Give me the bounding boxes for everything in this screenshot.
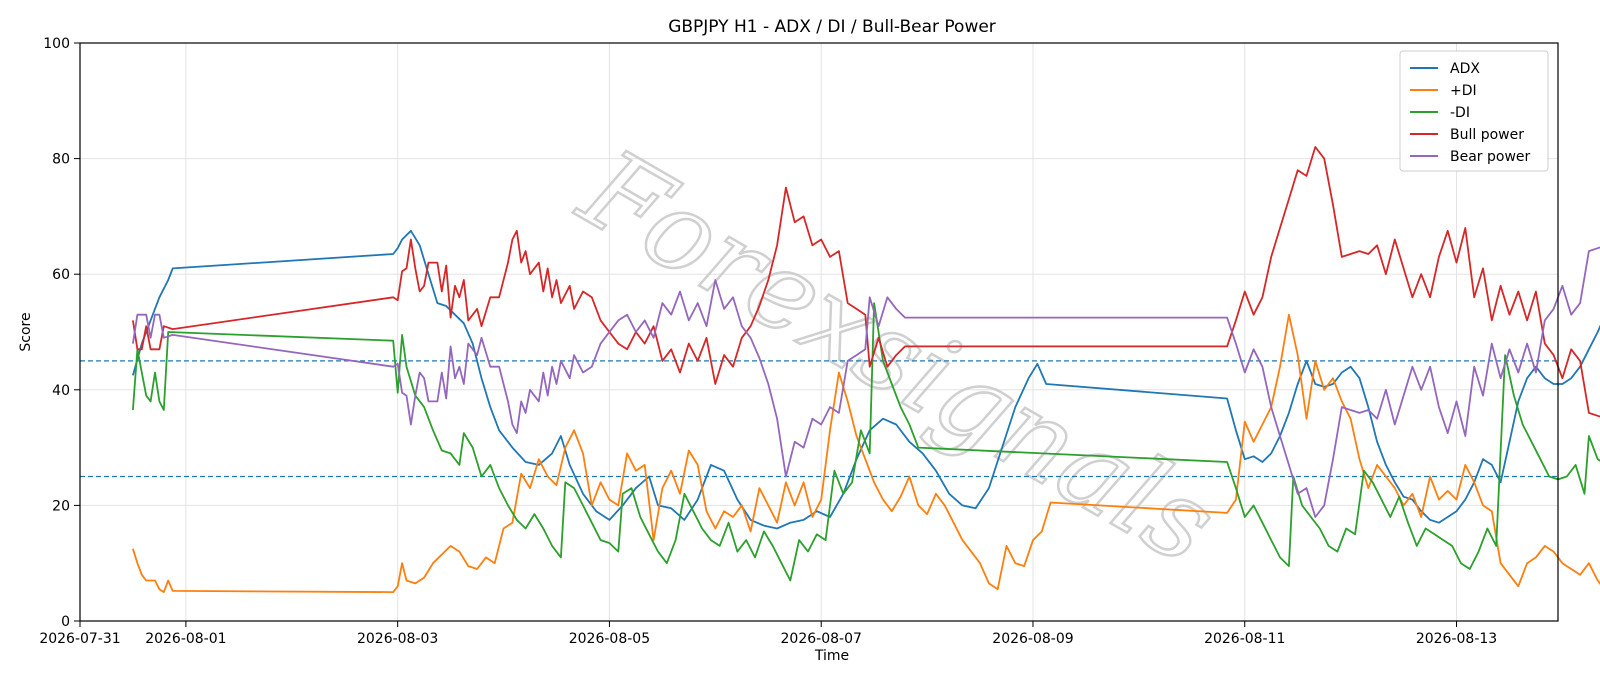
x-axis-label: Time bbox=[814, 648, 849, 664]
series-line-di bbox=[132, 302, 1600, 582]
legend-label: ADX bbox=[1450, 61, 1480, 77]
legend-box bbox=[1399, 50, 1549, 172]
y-tick-label: 20 bbox=[52, 498, 70, 514]
y-ticks: 0 20 40 60 80 100 bbox=[43, 36, 80, 630]
legend-label: Bull power bbox=[1450, 127, 1524, 143]
x-tick-label: 2026-07-31 bbox=[39, 631, 120, 647]
series-lines bbox=[132, 146, 1600, 593]
y-tick-label: 40 bbox=[52, 383, 70, 399]
x-tick-label: 2026-08-01 bbox=[145, 631, 226, 647]
y-tick-label: 100 bbox=[43, 36, 70, 52]
plot-frame bbox=[79, 42, 1559, 622]
chart-title: GBPJPY H1 - ADX / DI / Bull-Bear Power bbox=[668, 17, 996, 37]
y-axis-label: Score bbox=[18, 312, 34, 351]
x-tick-label: 2026-08-05 bbox=[569, 631, 650, 647]
x-tick-label: 2026-08-03 bbox=[357, 631, 438, 647]
legend-label: +DI bbox=[1450, 83, 1477, 99]
series-line-adx bbox=[132, 229, 1600, 530]
x-tick-label: 2026-08-07 bbox=[781, 631, 862, 647]
series-line-di bbox=[132, 313, 1600, 593]
y-tick-label: 60 bbox=[52, 267, 70, 283]
legend-label: Bear power bbox=[1450, 149, 1531, 165]
x-ticks: 2026-07-31 2026-08-01 2026-08-03 2026-08-05… bbox=[39, 621, 1497, 647]
legend-label: -DI bbox=[1450, 105, 1470, 121]
series-line-bull-power bbox=[132, 146, 1600, 418]
x-tick-label: 2026-08-11 bbox=[1204, 631, 1285, 647]
reference-lines bbox=[80, 360, 1558, 478]
legend: ADX +DI -DI Bull power Bear power bbox=[1399, 50, 1549, 172]
x-tick-label: 2026-08-13 bbox=[1416, 631, 1497, 647]
y-tick-label: 0 bbox=[61, 614, 70, 630]
series-line-bear-power bbox=[132, 246, 1600, 518]
y-tick-label: 80 bbox=[52, 152, 70, 168]
x-tick-label: 2026-08-09 bbox=[992, 631, 1073, 647]
